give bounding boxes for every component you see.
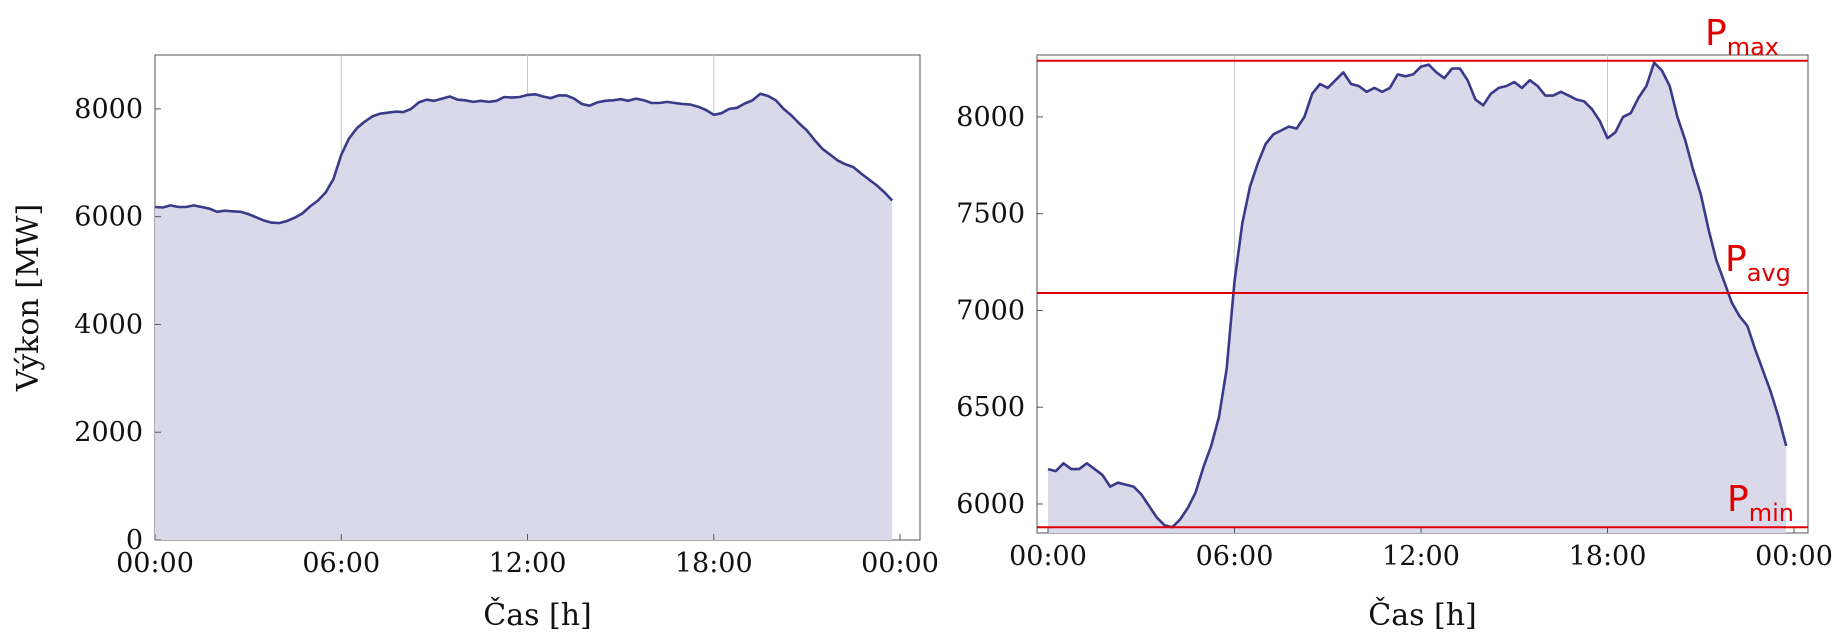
x-axis-title: Čas [h] — [483, 597, 592, 633]
area-fill — [1048, 62, 1787, 533]
y-tick-label: 6000 — [74, 202, 143, 233]
x-tick-label: 12:00 — [489, 548, 567, 579]
y-tick-label: 7000 — [956, 295, 1025, 326]
area-fill — [155, 93, 893, 541]
x-tick-label: 18:00 — [1569, 541, 1647, 572]
x-tick-label: 00:00 — [1755, 541, 1833, 572]
y-tick-label: 0 — [126, 525, 143, 556]
x-axis-title: Čas [h] — [1368, 597, 1477, 633]
x-tick-label: 06:00 — [1196, 541, 1274, 572]
chart-panel-2: 00:00 06:00 12:00 18:00 00:00 6000 6500 7000 750… — [956, 13, 1833, 633]
reference-label-sub: min — [1749, 499, 1794, 527]
x-tick-label: 00:00 — [861, 548, 939, 579]
y-tick-label: 7500 — [956, 199, 1025, 230]
x-tick-label: 18:00 — [675, 548, 753, 579]
x-tick-label: 00:00 — [1009, 541, 1087, 572]
y-tick-label: 8000 — [956, 102, 1025, 133]
reference-label-main: P — [1705, 13, 1727, 54]
reference-label-sub: avg — [1747, 259, 1791, 287]
y-tick-label: 2000 — [74, 417, 143, 448]
x-tick-label: 12:00 — [1382, 541, 1460, 572]
x-tick-label: 00:00 — [116, 548, 194, 579]
reference-label-max: Pmax — [1705, 13, 1779, 61]
y-tick-label: 6000 — [956, 489, 1025, 520]
x-tick-label: 06:00 — [302, 548, 380, 579]
reference-label-avg: Pavg — [1725, 239, 1791, 287]
reference-label-main: P — [1727, 479, 1749, 520]
reference-label-sub: max — [1727, 33, 1779, 61]
reference-label-min: Pmin — [1727, 479, 1794, 527]
y-tick-label: 6500 — [956, 392, 1025, 423]
y-axis-title: Výkon [MW] — [11, 204, 46, 392]
reference-label-main: P — [1725, 239, 1747, 280]
chart-panel-1: 00:00 06:00 12:00 18:00 00:00020004000600080… — [11, 54, 939, 633]
series-line — [154, 92, 894, 225]
y-tick-label: 4000 — [74, 309, 143, 340]
y-tick-label: 8000 — [74, 94, 143, 125]
